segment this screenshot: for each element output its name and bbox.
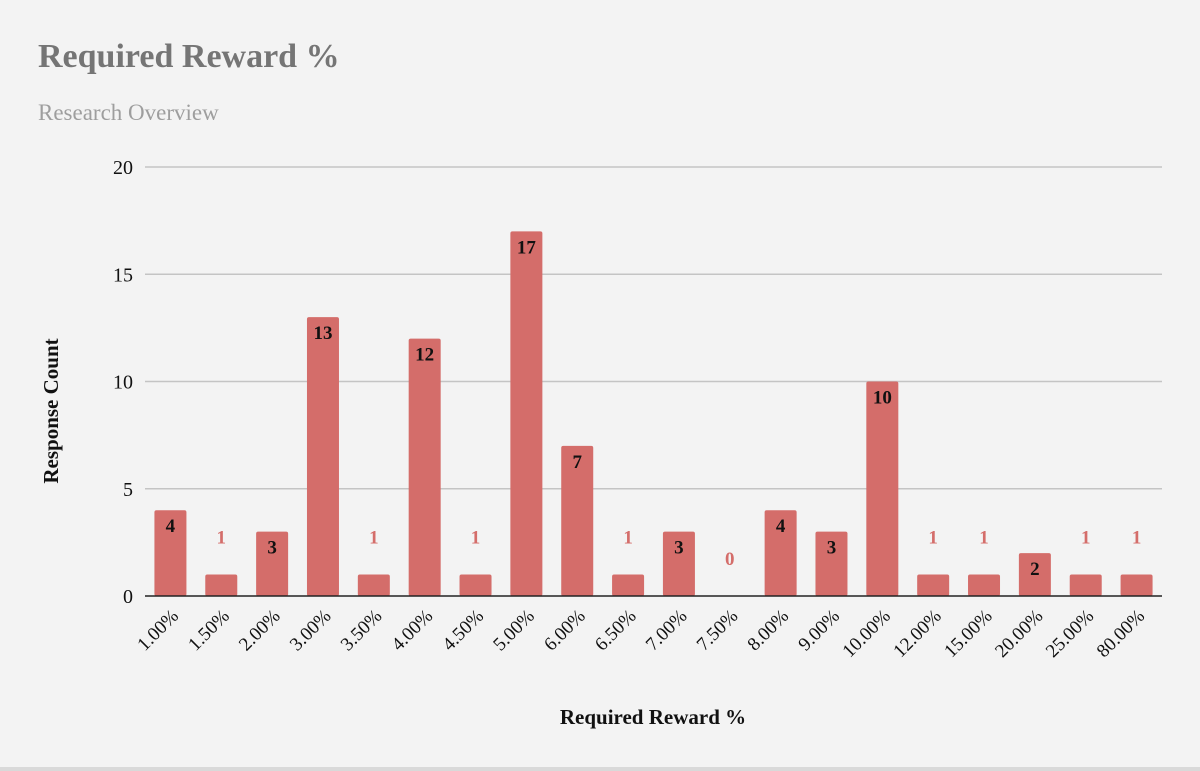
data-label: 0: [725, 549, 735, 570]
data-label: 12: [415, 345, 434, 366]
data-label: 7: [572, 452, 582, 473]
bar: [357, 574, 390, 596]
data-label: 1: [1081, 528, 1091, 549]
data-label: 10: [873, 388, 892, 409]
bar: [510, 231, 543, 596]
chart-subtitle: Research Overview: [38, 100, 219, 125]
data-label: 1: [217, 528, 227, 549]
bar: [662, 531, 695, 596]
x-tick-label: 15.00%: [940, 606, 996, 662]
x-tick-label: 9.00%: [794, 606, 844, 656]
bar: [917, 574, 950, 596]
y-tick-label: 0: [123, 586, 133, 608]
x-tick-label: 5.00%: [489, 606, 539, 656]
x-tick-label: 4.00%: [388, 606, 438, 656]
x-axis-title: Required Reward %: [560, 705, 746, 729]
data-label: 1: [979, 528, 989, 549]
data-label: 1: [1132, 528, 1142, 549]
bar: [154, 510, 187, 596]
bar: [815, 531, 848, 596]
x-tick-label: 12.00%: [889, 606, 945, 662]
x-tick-label: 20.00%: [991, 606, 1047, 662]
x-tick-label: 7.50%: [693, 606, 743, 656]
data-label: 1: [928, 528, 938, 549]
y-tick-label: 20: [113, 157, 133, 179]
data-label: 13: [313, 323, 332, 344]
x-tick-label: 8.00%: [744, 606, 794, 656]
bar: [968, 574, 1001, 596]
data-label: 17: [517, 237, 537, 258]
x-tick-label: 6.00%: [540, 606, 590, 656]
data-label: 1: [471, 528, 481, 549]
bar: [1069, 574, 1102, 596]
chart-title: Required Reward %: [38, 38, 340, 75]
data-label: 1: [623, 528, 633, 549]
y-tick-label: 5: [123, 479, 133, 501]
bar: [256, 531, 289, 596]
y-tick-label: 15: [113, 264, 133, 286]
data-label: 4: [166, 516, 176, 537]
data-label: 1: [369, 528, 379, 549]
data-label: 2: [1030, 559, 1040, 580]
x-tick-label: 3.50%: [337, 606, 387, 656]
data-label: 3: [827, 538, 837, 559]
bar: [1018, 553, 1051, 596]
x-tick-label: 1.00%: [133, 606, 183, 656]
x-tick-label: 2.00%: [235, 606, 285, 656]
y-tick-label: 10: [113, 372, 133, 394]
bar: [764, 510, 797, 596]
bottom-divider: [0, 767, 1200, 771]
data-label: 3: [674, 538, 684, 559]
x-tick-label: 7.00%: [642, 606, 692, 656]
x-tick-label: 10.00%: [839, 606, 895, 662]
bar: [306, 317, 339, 596]
bar: [866, 381, 899, 596]
data-label: 3: [267, 538, 277, 559]
x-tick-label: 6.50%: [591, 606, 641, 656]
bar: [612, 574, 645, 596]
x-tick-label: 25.00%: [1042, 606, 1098, 662]
bar: [1120, 574, 1153, 596]
x-tick-label: 4.50%: [439, 606, 489, 656]
data-label: 4: [776, 516, 786, 537]
bar: [408, 338, 441, 596]
bar: [561, 445, 594, 596]
bar: [205, 574, 238, 596]
x-tick-label: 3.00%: [286, 606, 336, 656]
x-tick-label: 80.00%: [1093, 606, 1149, 662]
bar: [459, 574, 492, 596]
x-tick-label: 1.50%: [184, 606, 234, 656]
y-axis-title: Response Count: [39, 338, 63, 483]
